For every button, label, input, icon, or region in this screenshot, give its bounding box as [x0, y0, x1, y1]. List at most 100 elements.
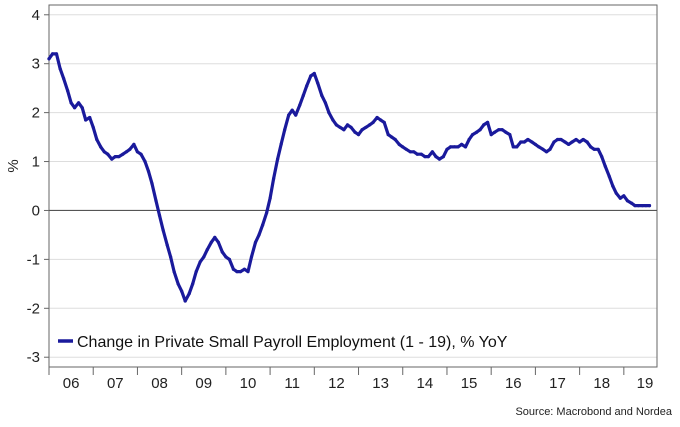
data-point — [578, 140, 582, 144]
legend-label: Change in Private Small Payroll Employme… — [77, 334, 508, 351]
data-point — [522, 140, 526, 144]
x-tick-label: 13 — [372, 375, 389, 392]
data-point — [504, 130, 508, 134]
data-point — [563, 140, 567, 144]
data-point — [508, 133, 512, 137]
data-point — [268, 196, 272, 200]
data-point — [242, 267, 246, 271]
data-point — [430, 150, 434, 154]
data-point — [629, 201, 634, 205]
data-point — [364, 125, 368, 129]
data-point — [172, 270, 176, 274]
data-point — [397, 142, 401, 146]
data-point — [224, 255, 228, 259]
data-point — [139, 152, 143, 156]
data-point — [541, 147, 545, 151]
data-point — [353, 130, 357, 134]
data-point — [276, 157, 280, 161]
x-tick-label: 11 — [284, 375, 300, 392]
data-point — [320, 93, 324, 98]
data-point — [497, 128, 501, 132]
data-point — [121, 152, 125, 156]
data-point — [161, 228, 165, 232]
data-point — [287, 113, 291, 117]
data-point — [249, 255, 254, 259]
data-point — [198, 260, 202, 264]
data-point — [47, 57, 51, 61]
data-point — [213, 235, 217, 239]
data-point — [368, 123, 372, 127]
data-point — [489, 133, 493, 137]
x-tick-label: 10 — [240, 375, 257, 392]
data-point — [238, 270, 243, 274]
data-point — [600, 155, 604, 159]
series-line — [47, 52, 652, 303]
data-point — [309, 74, 313, 78]
data-point — [194, 270, 198, 274]
data-point — [467, 137, 471, 142]
x-tick-label: 16 — [505, 375, 522, 392]
data-point — [423, 155, 427, 159]
data-point — [482, 123, 486, 127]
data-point — [640, 204, 645, 208]
data-point — [272, 177, 276, 181]
data-point — [596, 147, 600, 151]
data-point — [408, 150, 412, 154]
data-point — [110, 157, 114, 161]
data-point — [636, 204, 641, 208]
data-point — [316, 81, 320, 85]
data-point — [209, 240, 213, 244]
data-point — [279, 142, 283, 146]
data-point — [530, 140, 534, 144]
data-point — [452, 145, 457, 149]
plot-frame — [48, 4, 658, 368]
x-tick-label: 18 — [593, 375, 610, 392]
data-point — [91, 125, 95, 129]
data-point — [342, 128, 346, 132]
data-point — [143, 159, 147, 164]
data-point — [441, 155, 445, 159]
data-point — [567, 142, 571, 146]
y-tick-label: 1 — [32, 154, 40, 171]
data-point — [246, 270, 250, 274]
data-point — [187, 292, 191, 296]
data-point — [205, 248, 209, 252]
data-point — [345, 123, 350, 127]
data-point — [589, 145, 593, 149]
data-point — [312, 71, 316, 76]
data-point — [183, 299, 187, 303]
data-point — [88, 115, 92, 120]
data-point — [426, 155, 430, 159]
data-point — [371, 120, 375, 124]
data-point — [102, 150, 106, 154]
data-point — [500, 128, 504, 132]
data-point — [633, 204, 637, 208]
x-tick-label: 07 — [107, 375, 124, 392]
x-tick-label: 17 — [549, 375, 566, 392]
data-point — [607, 174, 611, 178]
x-tick-label: 12 — [328, 375, 345, 392]
y-tick-label: 0 — [32, 202, 40, 219]
data-point — [95, 137, 99, 142]
data-point — [614, 191, 618, 195]
data-point — [437, 157, 441, 161]
data-point — [611, 184, 615, 188]
data-point — [334, 123, 338, 127]
x-tick-label: 09 — [195, 375, 212, 392]
data-point — [644, 204, 648, 208]
data-point — [191, 282, 195, 286]
data-point — [412, 150, 416, 154]
data-point — [445, 147, 449, 151]
data-point — [165, 243, 169, 247]
data-point — [647, 204, 652, 208]
x-tick-label: 06 — [63, 375, 80, 392]
data-point — [77, 101, 81, 105]
data-point — [603, 164, 607, 168]
data-point — [375, 115, 379, 120]
data-point — [150, 182, 154, 186]
data-point — [253, 240, 258, 244]
data-point — [456, 145, 460, 149]
data-point — [559, 137, 563, 142]
data-point — [511, 145, 515, 149]
